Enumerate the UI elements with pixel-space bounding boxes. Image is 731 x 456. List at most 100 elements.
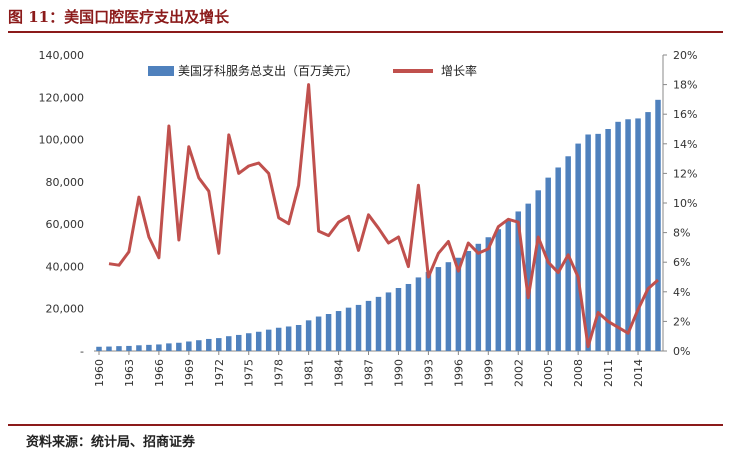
bar-2013 [625, 119, 631, 351]
x-tick-label: 1993 [422, 359, 435, 387]
bar-1963 [126, 345, 132, 351]
y-right-tick-label: 14% [673, 138, 697, 151]
x-tick-label: 1969 [183, 359, 196, 387]
bar-1987 [365, 300, 372, 351]
legend-swatch-spending [148, 66, 174, 76]
y-left-tick-label: 80,000 [46, 176, 85, 189]
bar-1966 [156, 344, 162, 351]
x-tick-label: 1984 [333, 359, 346, 387]
y-left-tick-label: - [80, 345, 84, 358]
bar-2016 [655, 99, 661, 351]
bar-2008 [575, 143, 581, 351]
growth-rate-line [108, 83, 659, 349]
x-tick-label: 1981 [303, 359, 316, 387]
bar-2004 [535, 190, 541, 351]
y-left-tick-label: 20,000 [46, 303, 85, 316]
y-right-tick-label: 0% [673, 345, 690, 358]
bar-1977 [265, 329, 272, 351]
bar-1965 [146, 344, 152, 351]
footer-divider [8, 424, 723, 426]
bar-1994 [435, 267, 442, 351]
y-right-tick-label: 12% [673, 167, 697, 180]
bar-2000 [495, 229, 502, 351]
bar-1979 [285, 326, 292, 351]
y-left-tick-label: 140,000 [39, 49, 85, 62]
x-tick-label: 1972 [213, 359, 226, 387]
x-tick-label: 1960 [93, 359, 106, 387]
legend-label-growth: 增长率 [441, 63, 477, 78]
bar-series [96, 99, 661, 351]
bar-1993 [425, 271, 432, 351]
bar-1978 [275, 327, 282, 351]
bar-1976 [255, 331, 262, 351]
bar-1992 [415, 277, 422, 351]
bar-1988 [375, 296, 382, 351]
y-right-tick-label: 20% [673, 49, 697, 62]
y-left-tick-label: 120,000 [39, 91, 85, 104]
y-right-tick-label: 16% [673, 108, 697, 121]
x-tick-label: 1987 [363, 359, 376, 387]
bar-1967 [166, 343, 172, 351]
bar-1986 [355, 304, 362, 351]
y-left-tick-label: 40,000 [46, 260, 85, 273]
bar-1985 [345, 307, 352, 351]
tick-labels: - 20,000 40,000 60,000 80,000 100,000 120,000 1… [39, 49, 698, 387]
y-right-tick-label: 6% [673, 256, 690, 269]
title-divider [8, 31, 723, 33]
x-tick-label: 1966 [153, 359, 166, 387]
bar-1990 [395, 287, 402, 351]
bar-2012 [615, 121, 621, 351]
y-left-tick-label: 60,000 [46, 218, 85, 231]
bar-2006 [555, 167, 561, 351]
bar-2003 [525, 203, 531, 351]
bar-1961 [106, 346, 112, 351]
y-right-tick-label: 18% [673, 79, 697, 92]
bar-1968 [176, 342, 182, 351]
bar-2015 [645, 112, 651, 351]
bar-1981 [305, 320, 312, 351]
bar-2001 [505, 219, 512, 351]
bar-1989 [385, 292, 392, 351]
bar-1969 [186, 341, 192, 351]
bar-2002 [515, 211, 521, 351]
bar-1983 [325, 314, 332, 351]
bar-1996 [455, 257, 462, 351]
x-tick-label: 2002 [512, 359, 525, 387]
bar-1991 [405, 283, 412, 351]
bar-1975 [245, 333, 252, 351]
x-tick-label: 1990 [392, 359, 405, 387]
bar-1974 [236, 334, 242, 351]
bar-2014 [635, 118, 641, 351]
bar-1982 [315, 316, 322, 351]
bar-1998 [475, 243, 482, 351]
x-tick-label: 1975 [243, 359, 256, 387]
y-right-tick-label: 4% [673, 286, 690, 299]
x-tick-label: 1999 [482, 359, 495, 387]
bar-2011 [605, 129, 611, 351]
x-tick-label: 1978 [273, 359, 286, 387]
line-series [108, 83, 659, 349]
x-tick-label: 2011 [602, 359, 615, 387]
bar-1964 [136, 345, 142, 351]
x-tick-label: 1963 [123, 359, 136, 387]
bar-2010 [595, 133, 601, 351]
page-title: 图 11：美国口腔医疗支出及增长 [8, 8, 230, 26]
x-tick-label: 2005 [542, 359, 555, 387]
x-tick-label: 2014 [632, 359, 645, 387]
y-left-tick-label: 100,000 [39, 134, 85, 147]
bar-1973 [226, 336, 232, 351]
bar-1997 [465, 250, 472, 351]
bar-1980 [295, 324, 302, 351]
bar-1972 [216, 338, 222, 351]
source-note: 资料来源：统计局、招商证券 [26, 435, 196, 450]
y-right-tick-label: 2% [673, 315, 690, 328]
x-tick-label: 2008 [572, 359, 585, 387]
x-tick-label: 1996 [452, 359, 465, 387]
bar-2009 [585, 134, 591, 351]
legend: 美国牙科服务总支出（百万美元） 增长率 [148, 63, 477, 78]
bar-1962 [116, 346, 122, 351]
bar-1999 [485, 237, 492, 351]
y-right-tick-label: 10% [673, 197, 697, 210]
y-right-tick-label: 8% [673, 227, 690, 240]
